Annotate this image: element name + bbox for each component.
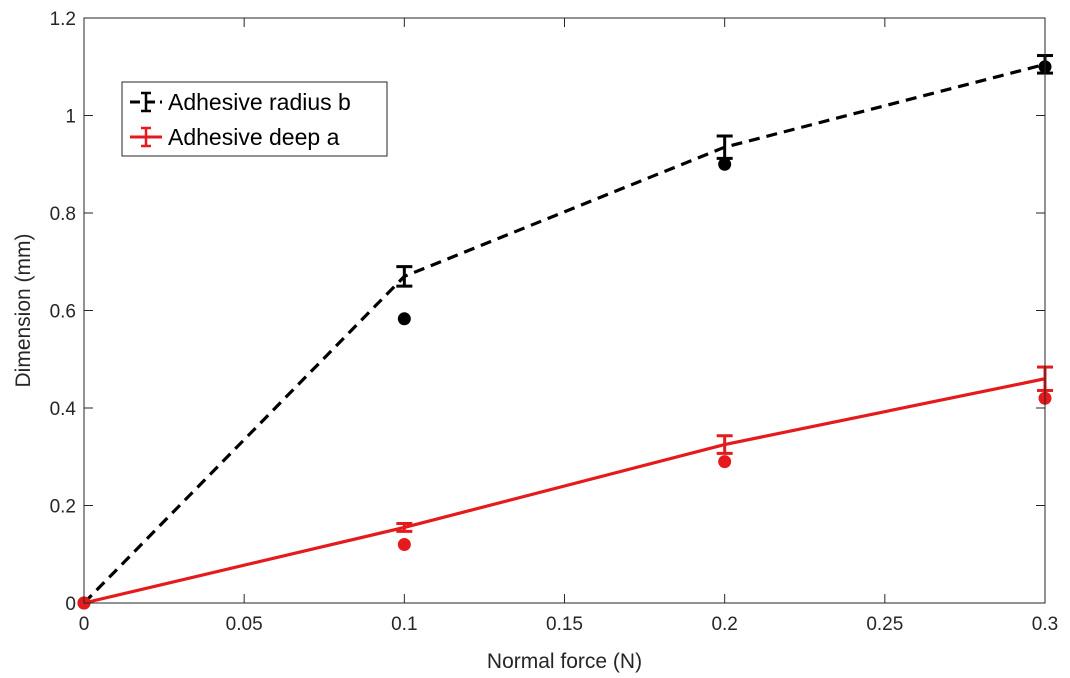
legend-label: Adhesive deep a xyxy=(168,124,340,150)
legend: Adhesive radius b Adhesive deep a xyxy=(121,81,388,157)
y-tick-label: 0.8 xyxy=(50,204,76,225)
y-tick-label: 0.2 xyxy=(50,497,76,518)
legend-box xyxy=(121,81,388,157)
y-tick-label: 0.6 xyxy=(50,302,76,323)
plot-marks xyxy=(77,54,1053,610)
data-point xyxy=(718,157,732,171)
y-tick-label: 0 xyxy=(65,594,76,615)
x-tick-label: 0.2 xyxy=(711,614,737,635)
legend-entry: Adhesive deep a xyxy=(130,124,340,150)
axis-ticks: 0 0.05 0.1 0.15 0.2 0.25 0.3 0 0.2 0.4 0.6 0.8 1 1.2 xyxy=(50,9,1059,635)
x-tick-label: 0.05 xyxy=(226,614,263,635)
x-axis-label: Normal force (N) xyxy=(487,650,642,673)
error-bar xyxy=(716,434,733,455)
x-tick-label: 0.15 xyxy=(546,614,583,635)
y-tick-label: 1 xyxy=(65,107,76,128)
error-bar xyxy=(396,265,413,288)
legend-entry: Adhesive radius b xyxy=(130,89,351,115)
series-line xyxy=(82,62,1046,605)
error-bar xyxy=(396,522,413,533)
y-tick-label: 1.2 xyxy=(50,9,76,30)
x-tick-label: 0.1 xyxy=(391,614,417,635)
series-line xyxy=(83,377,1046,605)
legend-label: Adhesive radius b xyxy=(168,89,351,115)
x-tick-label: 0.3 xyxy=(1032,614,1058,635)
data-point xyxy=(397,312,411,326)
x-tick-label: 0.25 xyxy=(866,614,903,635)
x-tick-label: 0 xyxy=(79,614,90,635)
y-tick-label: 0.4 xyxy=(50,399,77,420)
data-point xyxy=(397,538,411,551)
error-bar xyxy=(716,134,733,160)
y-axis-label: Dimension (mm) xyxy=(12,233,35,387)
series-2 xyxy=(77,365,1053,610)
data-point xyxy=(718,455,732,469)
